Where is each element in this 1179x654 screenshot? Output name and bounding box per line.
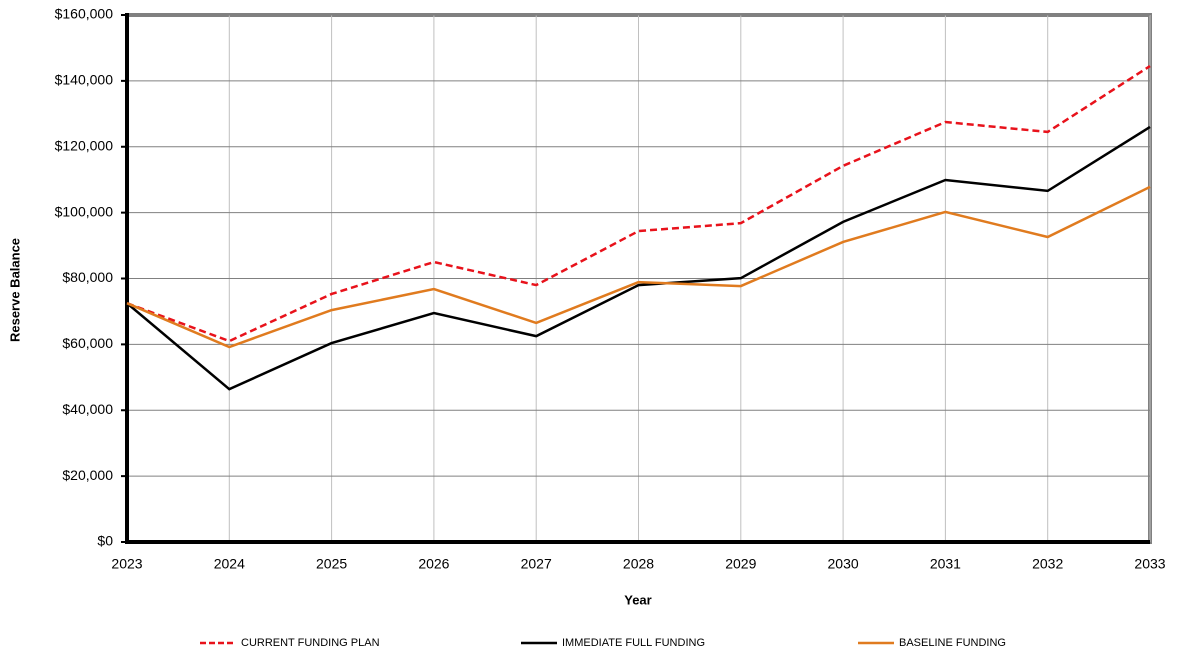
y-tick-label: $140,000: [55, 72, 114, 88]
y-tick-label: $160,000: [55, 6, 114, 22]
legend-label: IMMEDIATE FULL FUNDING: [562, 637, 705, 649]
x-tick-label: 2025: [316, 556, 347, 572]
y-tick-label: $0: [97, 533, 113, 549]
legend-label: BASELINE FUNDING: [899, 637, 1006, 649]
x-tick-label: 2023: [111, 556, 142, 572]
x-tick-label: 2029: [725, 556, 756, 572]
series-line: [126, 125, 1151, 391]
x-tick-label: 2026: [418, 556, 449, 572]
x-tick-label: 2031: [930, 556, 961, 572]
y-axis-title: Reserve Balance: [7, 238, 22, 342]
y-tick-label: $60,000: [62, 335, 113, 351]
y-tick-label: $120,000: [55, 137, 114, 153]
series-line: [126, 65, 1151, 343]
x-tick-label: 2027: [521, 556, 552, 572]
x-axis-title: Year: [624, 592, 651, 607]
y-tick-label: $40,000: [62, 401, 113, 417]
y-tick-label: $100,000: [55, 203, 114, 219]
x-tick-label: 2030: [828, 556, 859, 572]
x-tick-label: 2028: [623, 556, 654, 572]
y-tick-label: $80,000: [62, 269, 113, 285]
series-line: [126, 185, 1151, 349]
x-tick-label: 2024: [214, 556, 245, 572]
y-tick-label: $20,000: [62, 467, 113, 483]
x-tick-label: 2033: [1134, 556, 1165, 572]
x-tick-label: 2032: [1032, 556, 1063, 572]
legend-label: CURRENT FUNDING PLAN: [241, 637, 380, 649]
